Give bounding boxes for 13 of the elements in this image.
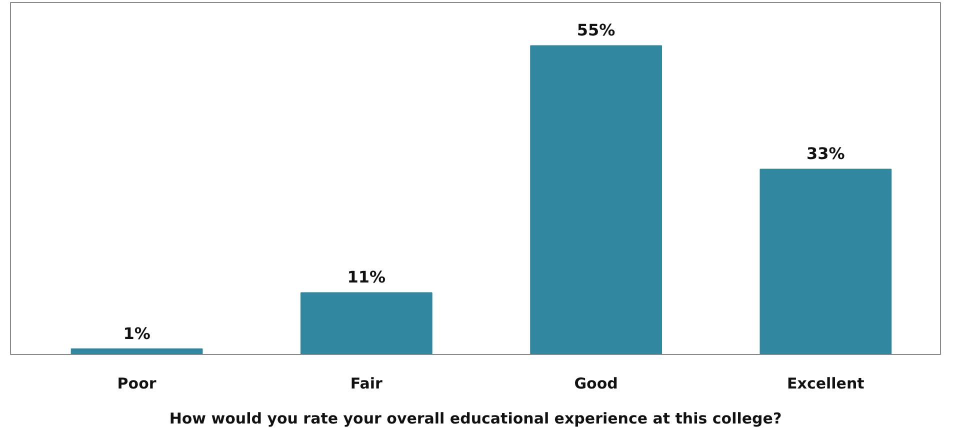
bar [70,348,203,354]
x-tick-label: Excellent [787,374,864,392]
bar [530,45,662,354]
bar [300,292,432,354]
x-tick-label: Good [574,374,618,392]
data-label: 55% [576,20,616,40]
data-label: 33% [806,144,845,164]
x-tick-label: Poor [117,374,157,392]
bar [760,168,892,354]
x-axis-title: How would you rate your overall educational experience at this college? [169,410,782,428]
x-tick-label: Fair [350,374,384,392]
data-label: 11% [347,268,386,287]
data-label: 1% [123,324,150,343]
